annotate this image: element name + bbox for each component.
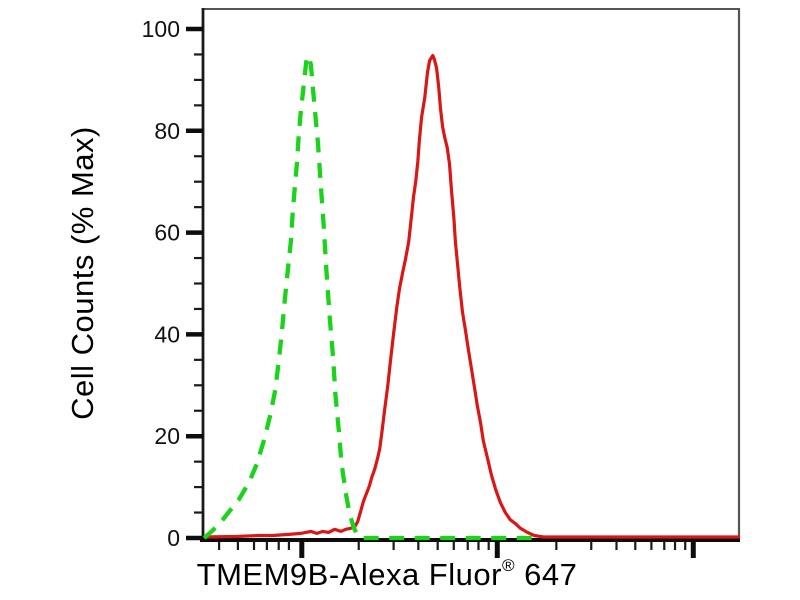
x-axis-title: TMEM9B-Alexa Fluor® 647: [196, 556, 578, 593]
x-axis-title-number: 647: [515, 557, 578, 592]
x-axis-title-text: TMEM9B-Alexa Fluor: [196, 557, 502, 592]
y-axis-title-text: Cell Counts (% Max): [65, 126, 100, 420]
y-tick-label: 0: [167, 525, 180, 551]
y-axis-title: Cell Counts (% Max): [65, 126, 101, 420]
y-tick-label: 20: [154, 423, 180, 449]
registered-trademark-icon: ®: [501, 556, 516, 576]
y-tick-label: 80: [154, 118, 180, 144]
y-tick-label: 40: [154, 321, 180, 347]
series-red-solid-curve: [204, 53, 740, 539]
y-tick-label: 60: [154, 220, 180, 246]
series-green-dashed-curve: [202, 53, 541, 541]
y-tick-label: 100: [142, 16, 180, 42]
